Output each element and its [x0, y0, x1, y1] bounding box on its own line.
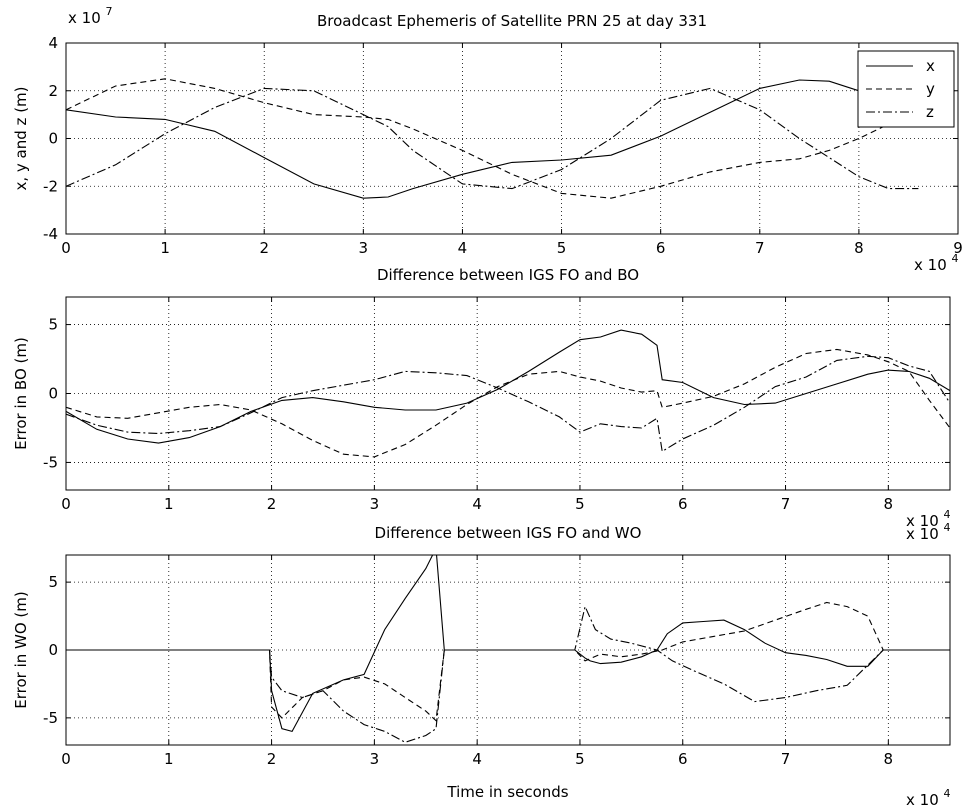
chart-title: Difference between IGS FO and WO [375, 524, 642, 542]
x-tick-label: 4 [472, 495, 482, 513]
x-tick-label: 0 [61, 750, 71, 768]
wo-error-panel: 0 1 2 3 4 5 6 7 8 -5 0 5 Difference between IGS FO a… [12, 521, 951, 809]
y-tick-label: 5 [48, 316, 58, 334]
series-line-x [66, 329, 950, 444]
series-line-x [66, 79, 919, 199]
series-line-z [66, 604, 950, 743]
chart-title: Difference between IGS FO and BO [377, 266, 639, 284]
bo-error-panel: 0 1 2 3 4 5 6 7 8 -5 0 5 Difference between IGS FO a… [12, 266, 951, 530]
x-tick-label: 5 [557, 239, 567, 257]
y-multiplier: x 10 7 [68, 5, 113, 27]
x-tick-label: 3 [370, 495, 380, 513]
x-tick-label: 1 [160, 239, 170, 257]
x-multiplier-exponent: 4 [952, 252, 959, 265]
x-tick-label: 1 [164, 495, 174, 513]
y-axis-label: x, y and z (m) [12, 86, 30, 190]
position-panel: 0 1 2 3 4 5 6 7 8 9 -4 -2 0 2 4 Broadcast Ephemeris of … [12, 5, 963, 274]
x-multiplier-base: x 10 [906, 791, 944, 809]
y-tick-label: -4 [43, 225, 58, 243]
y-tick-label: 2 [48, 82, 58, 100]
x-tick-label: 8 [884, 750, 894, 768]
x-tick-label: 0 [61, 495, 71, 513]
series-line-x [66, 555, 950, 733]
plot-area [66, 43, 958, 234]
x-multiplier-exponent: 4 [944, 787, 951, 800]
x-multiplier: x 10 4 [906, 787, 951, 809]
x-tick-label: 4 [458, 239, 468, 257]
y-tick-label: 4 [48, 34, 58, 52]
x-tick-label: 0 [61, 239, 71, 257]
y-tick-label: 0 [48, 641, 58, 659]
series-line-z [66, 87, 919, 190]
legend-label-z: z [926, 103, 934, 121]
x-tick-label: 7 [781, 750, 791, 768]
y-tick-label: -2 [43, 177, 58, 195]
x-tick-label: 2 [267, 495, 277, 513]
x-multiplier: x 10 4 [914, 252, 959, 274]
x-tick-label: 4 [472, 750, 482, 768]
x-multiplier-top-exponent: 4 [944, 521, 951, 534]
x-tick-label: 9 [953, 239, 963, 257]
y-tick-label: 0 [48, 385, 58, 403]
x-tick-label: 1 [164, 750, 174, 768]
x-tick-label: 7 [781, 495, 791, 513]
y-tick-label: 0 [48, 130, 58, 148]
x-tick-label: 2 [259, 239, 269, 257]
legend-label-y: y [926, 80, 935, 98]
x-tick-label: 6 [678, 495, 688, 513]
legend-label-x: x [926, 57, 935, 75]
y-tick-label: 5 [48, 573, 58, 591]
y-multiplier-exponent: 7 [106, 5, 113, 18]
x-tick-label: 6 [656, 239, 666, 257]
x-axis-label: Time in seconds [446, 783, 568, 801]
x-multiplier-base: x 10 [914, 256, 952, 274]
y-tick-label: -5 [43, 709, 58, 727]
x-tick-label: 3 [370, 750, 380, 768]
chart-title: Broadcast Ephemeris of Satellite PRN 25 … [317, 12, 707, 30]
x-tick-label: 5 [575, 495, 585, 513]
y-axis-label: Error in BO (m) [12, 337, 30, 450]
series-line-y [66, 348, 950, 458]
x-tick-label: 3 [359, 239, 369, 257]
y-axis-label: Error in WO (m) [12, 591, 30, 709]
x-tick-label: 6 [678, 750, 688, 768]
x-multiplier-top: x 10 4 [906, 521, 951, 543]
x-tick-label: 8 [854, 239, 864, 257]
series-line-z [66, 355, 950, 453]
x-tick-label: 2 [267, 750, 277, 768]
x-tick-label: 5 [575, 750, 585, 768]
y-multiplier-base: x 10 [68, 9, 106, 27]
x-tick-label: 8 [884, 495, 894, 513]
x-multiplier: x 10 4 [906, 508, 951, 530]
x-multiplier-top-base: x 10 [906, 525, 944, 543]
x-multiplier-exponent: 4 [944, 508, 951, 521]
x-tick-label: 7 [755, 239, 765, 257]
series-line-y [66, 601, 950, 722]
y-tick-label: -5 [43, 453, 58, 471]
series-line-y [66, 78, 919, 199]
x-multiplier-base: x 10 [906, 512, 944, 530]
